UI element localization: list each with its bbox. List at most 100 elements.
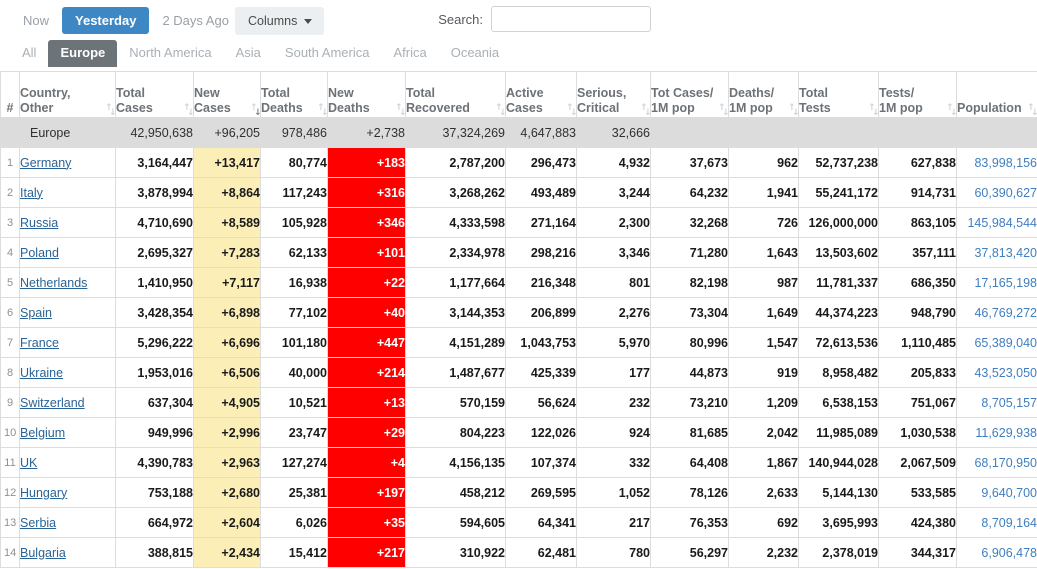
country-link[interactable]: Serbia [20,515,57,530]
cell-new_deaths: +447 [327,327,406,358]
cell-serious_critical: 2,276 [576,297,651,328]
cell-tot_cases_1m: 44,873 [650,357,729,388]
cell-new_deaths: +2,738 [327,117,406,148]
chevron-down-icon [304,18,313,24]
cell-country: Poland [19,237,116,268]
time-range-button-now[interactable]: Now [10,7,62,34]
country-link[interactable]: Hungary [20,485,68,500]
cell-population: 6,906,478 [956,537,1037,568]
column-header-serious_critical[interactable]: Serious, Critical ↑ ↓ [576,71,652,118]
country-link[interactable]: Ukraine [20,365,64,380]
country-link[interactable]: Spain [20,305,52,320]
table-row: 14 Bulgaria 388,815 +2,434 15,412 +217 310,922… [0,537,1037,568]
column-header-total_deaths[interactable]: Total Deaths ↑ ↓ [260,71,329,118]
column-header-active_cases[interactable]: Active Cases ↑ ↓ [505,71,578,118]
cell-active_cases: 296,473 [505,147,577,178]
column-header-total_cases[interactable]: Total Cases ↑ ↓ [115,71,195,118]
cell-population: 43,523,050 [956,357,1037,388]
column-header-tests_1m[interactable]: Tests/ 1M pop ↑ ↓ [878,71,958,118]
country-link[interactable]: Germany [20,155,72,170]
cell-tests_1m: 914,731 [878,177,957,208]
sort-toggle-icon[interactable]: ↑ ↓ [566,103,578,118]
country-link[interactable]: France [20,335,59,350]
country-link[interactable]: Russia [20,215,59,230]
country-link[interactable]: Netherlands [20,275,88,290]
continent-tab-bar: All Europe North America Asia South America A… [0,40,1037,71]
sort-toggle-icon[interactable]: ↑ ↓ [395,103,407,118]
cell-total_recovered: 4,151,289 [405,327,506,358]
country-link[interactable]: Poland [20,245,59,260]
sort-toggle-icon[interactable]: ↑ ↓ [1027,103,1037,118]
column-header-total_recovered[interactable]: Total Recovered ↑ ↓ [405,71,507,118]
country-link[interactable]: Switzerland [20,395,85,410]
column-header-total_tests[interactable]: Total Tests ↑ ↓ [798,71,880,118]
sort-toggle-icon[interactable]: ↑ ↓ [788,103,800,118]
cell-total_tests: 2,378,019 [798,537,879,568]
cell-new_deaths: +197 [327,477,406,508]
cell-tests_1m: 686,350 [878,267,957,298]
sort-toggle-icon[interactable]: ↑ ↓ [718,103,730,118]
column-header-new_cases[interactable]: New Cases ↑ ↓ [193,71,262,118]
sort-toggle-icon[interactable]: ↑ ↓ [946,103,958,118]
cell-idx: 5 [0,267,20,298]
cell-total_recovered: 804,223 [405,417,506,448]
column-header-new_deaths[interactable]: New Deaths ↑ ↓ [327,71,407,118]
sort-toggle-icon[interactable]: ↑ ↓ [495,103,507,118]
sort-toggle-icon[interactable]: ↑ ↓ [640,103,652,118]
time-range-button-yesterday[interactable]: Yesterday [62,6,150,34]
stats-table-body: Europe 42,950,638 +96,205 978,486 +2,738 37,3… [0,117,1037,568]
cell-country: Bulgaria [19,537,116,568]
continent-tab-europe[interactable]: Europe [48,40,118,68]
cell-tests_1m: 205,833 [878,357,957,388]
continent-tab-all[interactable]: All [22,45,37,60]
columns-button[interactable]: Columns [235,7,325,35]
sort-toggle-icon[interactable]: ↑ ↓ [105,103,117,118]
cell-new_cases: +2,680 [193,477,261,508]
cell-population: 60,390,627 [956,177,1037,208]
cell-total_recovered: 2,787,200 [405,147,506,178]
table-row: 4 Poland 2,695,327 +7,283 62,133 +101 2,334,97… [0,237,1037,268]
cell-total_deaths: 80,774 [260,147,328,178]
cell-deaths_1m: 1,643 [728,237,799,268]
column-header-population[interactable]: Population ↑ ↓ [956,71,1037,118]
cell-total_deaths: 16,938 [260,267,328,298]
sort-descending-icon[interactable]: ↑ ↓ [250,103,262,118]
column-header-country[interactable]: Country, Other ↑ ↓ [19,71,117,118]
sort-toggle-icon[interactable]: ↑ ↓ [317,103,329,118]
time-range-button-2-days-ago[interactable]: 2 Days Ago [149,7,242,34]
cell-total_deaths: 10,521 [260,387,328,418]
continent-tab-south-america[interactable]: South America [284,45,370,60]
continent-tab-north-america[interactable]: North America [129,45,212,60]
cell-tests_1m [878,117,957,148]
cell-total_tests: 11,985,089 [798,417,879,448]
cell-country: Spain [19,297,116,328]
cell-total_recovered: 570,159 [405,387,506,418]
cell-country: Serbia [19,507,116,538]
table-row: 12 Hungary 753,188 +2,680 25,381 +197 458,212 2… [0,477,1037,508]
cell-idx: 12 [0,477,20,508]
column-header-deaths_1m[interactable]: Deaths/ 1M pop ↑ ↓ [728,71,800,118]
cell-idx: 13 [0,507,20,538]
cell-serious_critical: 3,244 [576,177,651,208]
country-link[interactable]: Bulgaria [20,545,66,560]
cell-total_deaths: 23,747 [260,417,328,448]
search-input[interactable] [491,6,651,32]
continent-tab-asia[interactable]: Asia [235,45,261,60]
cell-tot_cases_1m [650,117,729,148]
column-header-idx[interactable]: # [0,71,20,118]
continent-tab-oceania[interactable]: Oceania [450,45,500,60]
sort-toggle-icon[interactable]: ↑ ↓ [183,103,195,118]
continent-tab-africa[interactable]: Africa [393,45,427,60]
cell-total_recovered: 4,333,598 [405,207,506,238]
cell-country: Germany [19,147,116,178]
cell-new_cases: +2,604 [193,507,261,538]
country-link[interactable]: Belgium [20,425,66,440]
cell-country: Italy [19,177,116,208]
column-header-tot_cases_1m[interactable]: Tot Cases/ 1M pop ↑ ↓ [650,71,730,118]
country-link[interactable]: Italy [20,185,43,200]
cell-total_deaths: 77,102 [260,297,328,328]
country-link[interactable]: UK [20,455,38,470]
column-header-label: New Cases [194,85,231,116]
stats-table: # Country, Other ↑ ↓ Total Cases ↑ ↓ New Cases ↑… [0,71,1037,568]
sort-toggle-icon[interactable]: ↑ ↓ [868,103,880,118]
